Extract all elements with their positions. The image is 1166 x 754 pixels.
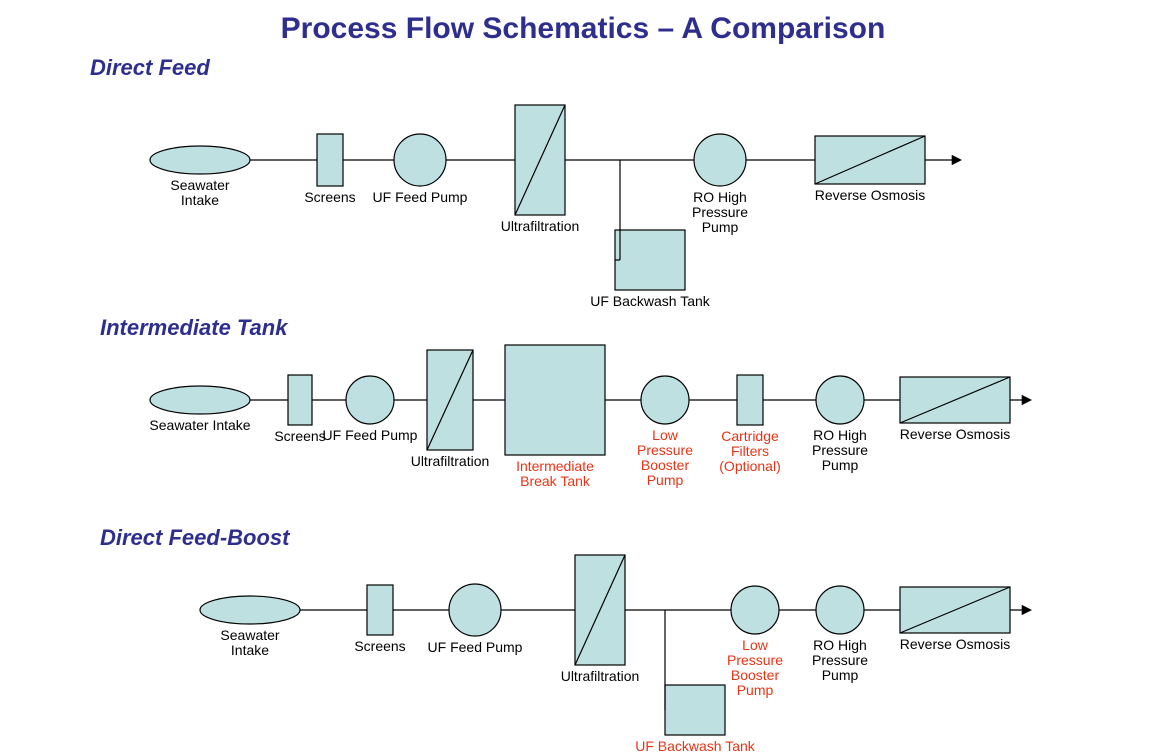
label-bwtank: UF Backwash Tank <box>635 738 756 754</box>
node-ropump <box>816 376 864 424</box>
label-intake: Seawater Intake <box>149 417 250 433</box>
label-ufpump: UF Feed Pump <box>428 639 523 655</box>
node-ropump <box>816 586 864 634</box>
node-screens <box>288 375 312 425</box>
label-screens: Screens <box>304 189 355 205</box>
node-lpbp <box>641 376 689 424</box>
label-cfilter: CartridgeFilters(Optional) <box>719 428 780 474</box>
label-ro: Reverse Osmosis <box>900 426 1010 442</box>
label-uf: Ultrafiltration <box>411 453 490 469</box>
label-uf: Ultrafiltration <box>501 218 580 234</box>
subtitle-direct_feed: Direct Feed <box>90 55 210 80</box>
node-intake <box>200 596 300 624</box>
node-screens <box>367 585 393 635</box>
label-ufpump: UF Feed Pump <box>373 189 468 205</box>
label-ibtank: IntermediateBreak Tank <box>516 458 594 489</box>
node-ufpump <box>449 584 501 636</box>
label-intake: SeawaterIntake <box>220 627 279 658</box>
node-ufpump <box>394 134 446 186</box>
label-ro: Reverse Osmosis <box>815 187 925 203</box>
label-bwtank: UF Backwash Tank <box>590 293 711 309</box>
label-ropump: RO HighPressurePump <box>692 189 748 235</box>
diagram-canvas: Process Flow Schematics – A Comparison Di… <box>0 0 1166 754</box>
node-ufpump <box>346 376 394 424</box>
label-intake: SeawaterIntake <box>170 177 229 208</box>
label-ro: Reverse Osmosis <box>900 636 1010 652</box>
label-uf: Ultrafiltration <box>561 668 640 684</box>
node-cfilter <box>737 375 763 425</box>
label-ropump: RO HighPressurePump <box>812 427 868 473</box>
node-lpbp <box>731 586 779 634</box>
subtitle-intermediate_tank: Intermediate Tank <box>100 315 289 340</box>
page-title: Process Flow Schematics – A Comparison <box>281 12 886 45</box>
label-lpbp: LowPressureBoosterPump <box>637 427 693 488</box>
label-screens: Screens <box>354 638 405 654</box>
node-ropump <box>694 134 746 186</box>
label-ufpump: UF Feed Pump <box>323 427 418 443</box>
node-intake <box>150 146 250 174</box>
node-bwtank <box>615 230 685 290</box>
label-lpbp: LowPressureBoosterPump <box>727 637 783 698</box>
node-screens <box>317 134 343 186</box>
node-ibtank <box>505 345 605 455</box>
subtitle-direct_feed_boost: Direct Feed-Boost <box>100 525 291 550</box>
label-ropump: RO HighPressurePump <box>812 637 868 683</box>
node-intake <box>150 386 250 414</box>
label-screens: Screens <box>274 428 325 444</box>
node-bwtank <box>665 685 725 735</box>
